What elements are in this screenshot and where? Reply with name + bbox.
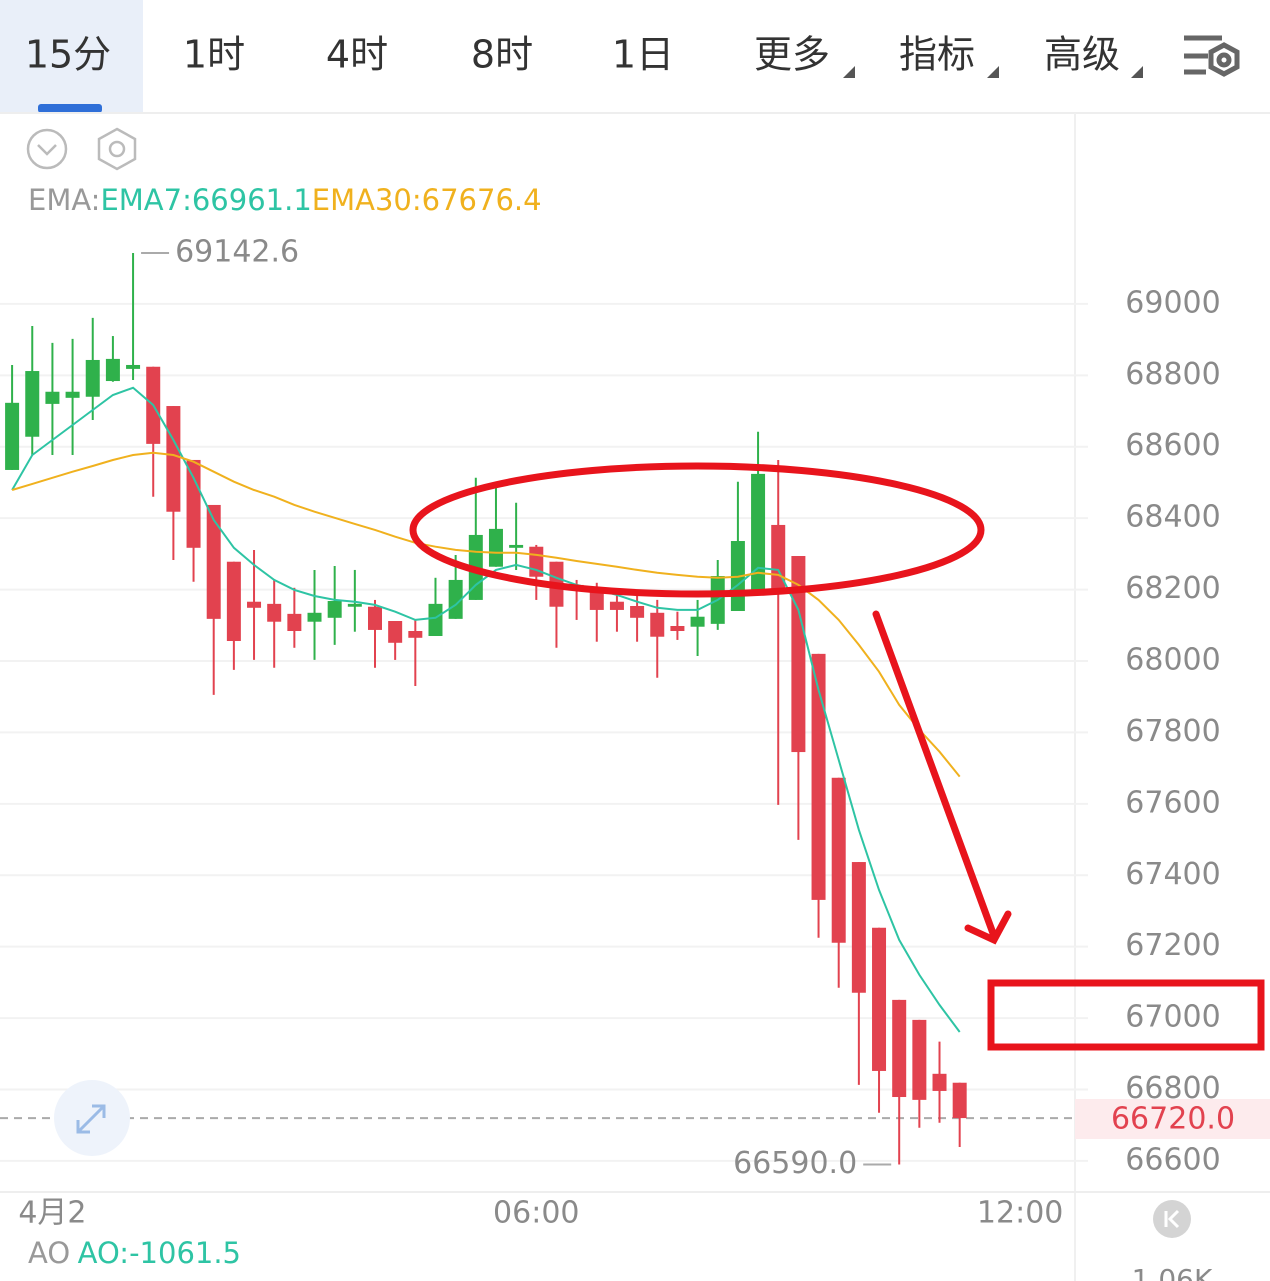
candle-body: [105, 358, 120, 382]
ao-axis-label: 1.06K: [1132, 1263, 1213, 1281]
last-price-label: 66720.0: [1111, 1102, 1235, 1137]
reset-button[interactable]: [1153, 1200, 1191, 1238]
candle-body: [589, 589, 604, 610]
candle-body: [609, 601, 624, 610]
candle-body: [408, 631, 423, 638]
ao-legend: AO AO:-1061.5: [28, 1236, 241, 1270]
candle-body: [509, 544, 524, 548]
tab[interactable]: 4时: [326, 33, 388, 77]
y-tick-label: 67200: [1125, 928, 1220, 963]
chart-settings-icon[interactable]: [97, 127, 137, 171]
y-tick-label: 67600: [1125, 785, 1220, 820]
plot: 66600 66800 67000 67200 67400 67600 67800 68000…: [0, 234, 1235, 1231]
y-tick-label: 68200: [1125, 571, 1220, 606]
y-tick-label: 67000: [1125, 1000, 1220, 1035]
settings-icon[interactable]: [1184, 35, 1240, 77]
ema-line: [11, 386, 961, 1033]
dropdown-markers: [843, 66, 1143, 78]
tab[interactable]: 8时: [471, 33, 533, 77]
legend-entry: EMA30:67676.4: [312, 183, 542, 217]
annotation-arrow: [872, 610, 1012, 945]
annotation-ellipse: [409, 462, 985, 598]
candle-body: [25, 371, 40, 437]
candle-body: [448, 579, 463, 619]
y-tick-label: 68400: [1125, 500, 1220, 535]
annotation-box: [987, 979, 1265, 1051]
y-tick-label: 66800: [1125, 1071, 1220, 1106]
ema-legend: EMA:EMA7:66961.1EMA30:67676.4: [28, 183, 542, 217]
candle-body: [872, 927, 887, 1071]
candle-body: [267, 603, 282, 622]
collapse-icon[interactable]: [26, 128, 68, 170]
candle-body: [45, 391, 60, 404]
candle-body: [368, 606, 382, 630]
candle-body: [287, 613, 302, 632]
y-tick-label: 67800: [1125, 714, 1220, 749]
candle-body: [347, 603, 362, 607]
y-tick-label: 68600: [1125, 428, 1220, 463]
candle-body: [247, 601, 262, 608]
candle-body: [650, 612, 665, 637]
active-tab-bg: [0, 0, 143, 113]
candle-body: [65, 391, 80, 398]
candle-body: [5, 402, 20, 470]
legend-entry: EMA7:66961.1: [100, 183, 311, 217]
candle-body: [892, 999, 907, 1098]
candle-body: [206, 504, 221, 619]
candle-body: [85, 359, 100, 397]
candle-body: [488, 528, 503, 567]
legend-prefix: EMA:: [28, 183, 100, 217]
candle-body: [126, 364, 141, 369]
candle-body: [831, 777, 846, 943]
candle-body: [811, 653, 826, 900]
x-tick-label: 12:00: [977, 1196, 1063, 1231]
candle-body: [166, 406, 181, 512]
ao-name: AO: [28, 1236, 70, 1270]
candle-body: [327, 601, 342, 618]
candle-body: [428, 603, 443, 637]
last-price-bg: [1075, 1099, 1270, 1139]
ao-value: AO:-1061.5: [78, 1236, 241, 1270]
y-tick-label: 69000: [1125, 285, 1220, 320]
tab[interactable]: 更多: [754, 33, 830, 77]
expand-icon[interactable]: [54, 1080, 130, 1156]
candle-body: [186, 459, 201, 548]
tab[interactable]: 高级: [1044, 33, 1120, 77]
candle-body: [690, 616, 705, 627]
y-tick-label: 68000: [1125, 642, 1220, 677]
active-tab-underline: [38, 104, 102, 113]
x-tick-label: 06:00: [493, 1196, 579, 1231]
tab[interactable]: 1日: [612, 33, 674, 77]
tab[interactable]: 指标: [899, 33, 975, 77]
candle-body: [307, 612, 322, 622]
candle-body: [932, 1073, 947, 1091]
annotation-label: 69142.6: [175, 234, 299, 269]
annotation-label: 66590.0: [733, 1146, 857, 1181]
tab[interactable]: 15分: [25, 33, 111, 77]
candle-body: [851, 862, 866, 993]
x-tick-label: 4月2: [18, 1196, 86, 1231]
y-tick-label: 66600: [1125, 1142, 1220, 1177]
candle-body: [630, 606, 645, 618]
y-tick-label: 68800: [1125, 357, 1220, 392]
tab[interactable]: 1时: [183, 33, 245, 77]
candle-body: [751, 473, 766, 590]
candle-body: [952, 1082, 967, 1119]
candle-body: [388, 621, 403, 643]
candle-body: [226, 561, 241, 642]
candle-body: [912, 1019, 927, 1100]
y-tick-label: 67400: [1125, 857, 1220, 892]
candle-body: [670, 626, 685, 632]
